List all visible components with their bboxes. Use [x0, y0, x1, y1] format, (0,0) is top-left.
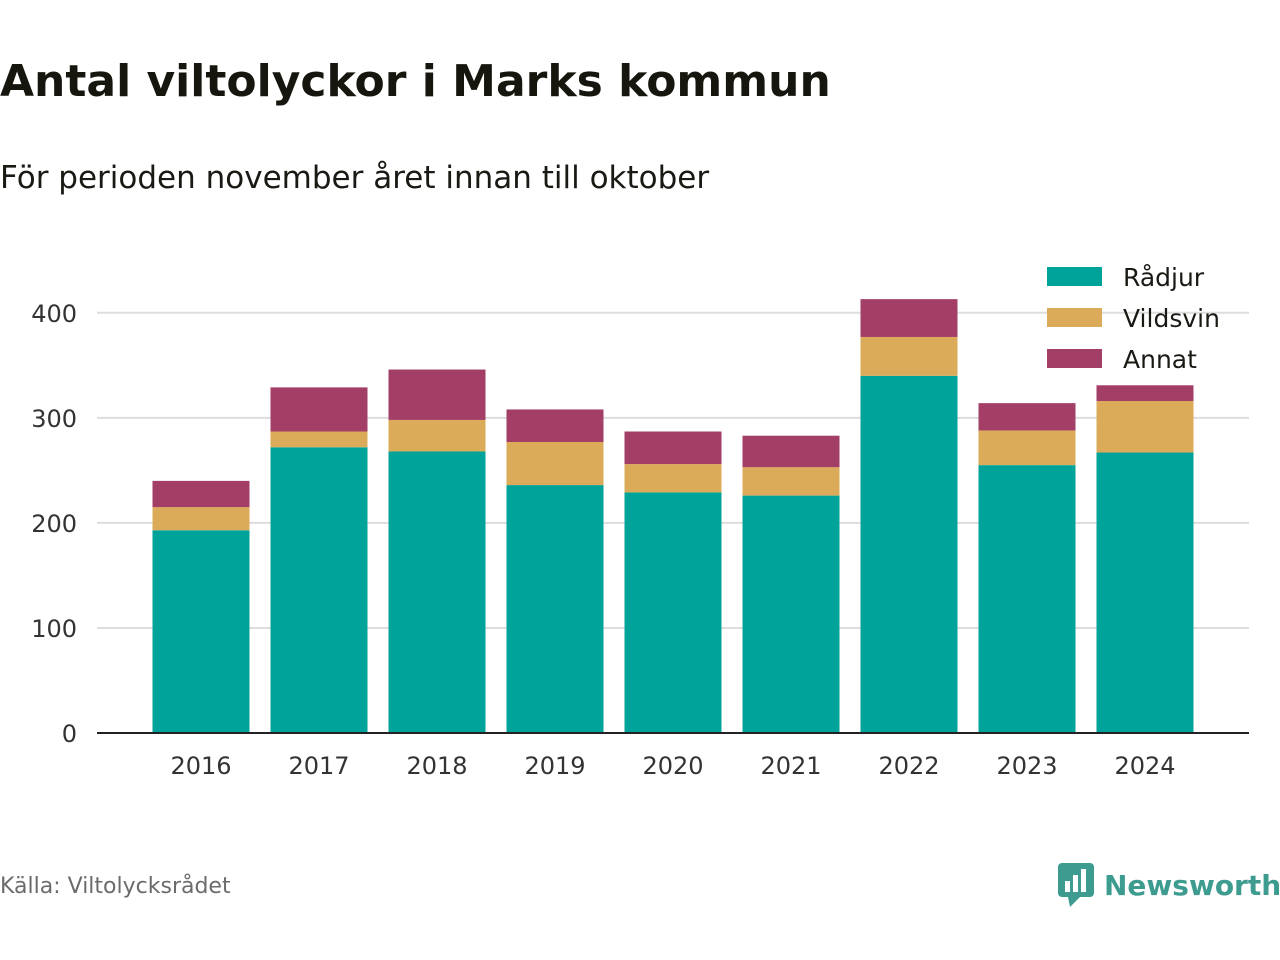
legend-swatch [1047, 349, 1102, 368]
x-tick-label: 2023 [996, 752, 1057, 780]
bar-segment [978, 403, 1076, 431]
legend-swatch [1047, 308, 1102, 327]
x-tick-label: 2022 [878, 752, 939, 780]
x-tick-label: 2021 [760, 752, 821, 780]
x-tick-label: 2017 [288, 752, 349, 780]
legend-swatch [1047, 267, 1102, 286]
y-tick-label: 300 [31, 405, 77, 433]
bar-segment [860, 375, 958, 733]
bar-segment [1096, 401, 1194, 453]
bar-segment [152, 530, 250, 733]
bar-segment [506, 485, 604, 733]
bar-segment [270, 431, 368, 448]
bar-segment [978, 465, 1076, 733]
bar-segment [270, 447, 368, 733]
x-tick-label: 2020 [642, 752, 703, 780]
chart-subtitle: För perioden november året innan till ok… [0, 160, 710, 196]
brand-name: Newsworthy [1104, 868, 1280, 902]
x-tick-label: 2018 [406, 752, 467, 780]
legend-label: Annat [1123, 345, 1197, 374]
bar-segment [506, 409, 604, 443]
legend-label: Rådjur [1123, 263, 1205, 292]
bar-segment [1096, 385, 1194, 402]
y-tick-label: 100 [31, 615, 77, 643]
legend-label: Vildsvin [1123, 304, 1220, 333]
bar-segment [152, 480, 250, 508]
bar-segment [270, 387, 368, 432]
bar-segment [1096, 452, 1194, 733]
bar-segment [624, 464, 722, 493]
y-tick-label: 0 [62, 720, 77, 748]
bar-segment [742, 435, 840, 468]
bar-segment [624, 492, 722, 733]
y-tick-label: 400 [31, 300, 77, 328]
bar-segment [860, 336, 958, 376]
bar-segment [388, 451, 486, 733]
bar-segment [742, 467, 840, 496]
bar-segment [388, 419, 486, 452]
bar-segment [742, 495, 840, 733]
x-tick-label: 2016 [170, 752, 231, 780]
bar-segment [388, 369, 486, 420]
bar-segment [624, 431, 722, 465]
bar-segment [860, 299, 958, 337]
bar-segment [506, 442, 604, 486]
x-tick-label: 2024 [1114, 752, 1175, 780]
y-tick-label: 200 [31, 510, 77, 538]
newsworthy-logo: Newsworthy [1058, 862, 1280, 908]
bar-segment [152, 507, 250, 531]
chart-title: Antal viltolyckor i Marks kommun [0, 56, 831, 107]
bar-chart-speech-bubble-icon [1058, 863, 1094, 907]
bar-segment [978, 430, 1076, 466]
x-tick-label: 2019 [524, 752, 585, 780]
source-note: Källa: Viltolycksrådet [0, 874, 231, 899]
